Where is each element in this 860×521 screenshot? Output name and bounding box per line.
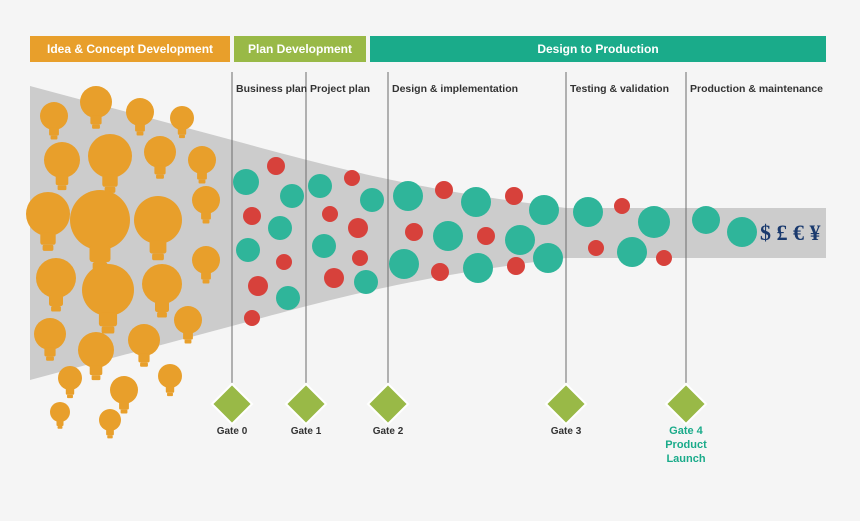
funnel-dot bbox=[617, 237, 647, 267]
phase-header-label-0: Idea & Concept Development bbox=[47, 42, 213, 56]
funnel-dot bbox=[324, 268, 344, 288]
funnel-dot bbox=[267, 157, 285, 175]
gate-diamond-1 bbox=[286, 384, 326, 424]
funnel-dot bbox=[433, 221, 463, 251]
funnel-dot bbox=[308, 174, 332, 198]
subphase-label-2: Design & implementation bbox=[392, 83, 518, 95]
gate-diamond-0 bbox=[212, 384, 252, 424]
lightbulb-icon bbox=[78, 332, 114, 380]
gate-label-3: Gate 3 bbox=[551, 426, 582, 437]
funnel-dot bbox=[322, 206, 338, 222]
funnel-dot bbox=[477, 227, 495, 245]
funnel-dot bbox=[727, 217, 757, 247]
funnel-diagram: Idea & Concept Development Plan Developme… bbox=[0, 0, 860, 521]
subphase-label-4: Production & maintenance bbox=[690, 83, 823, 95]
lightbulb-icon bbox=[128, 324, 160, 367]
funnel-dot bbox=[614, 198, 630, 214]
gate-label-1: Gate 1 bbox=[291, 426, 322, 437]
funnel-dot bbox=[280, 184, 304, 208]
funnel-dot bbox=[276, 286, 300, 310]
gate-label-2: Gate 2 bbox=[373, 426, 404, 437]
gate-diamond-4 bbox=[666, 384, 706, 424]
funnel-dot bbox=[692, 206, 720, 234]
lightbulb-icon bbox=[110, 376, 138, 413]
phase-header-label-2: Design to Production bbox=[537, 42, 658, 56]
funnel-dot bbox=[344, 170, 360, 186]
funnel-dot bbox=[348, 218, 368, 238]
funnel-dot bbox=[393, 181, 423, 211]
funnel-dot bbox=[588, 240, 604, 256]
lightbulb-icon bbox=[50, 402, 70, 429]
gate-label-4: Gate 4 bbox=[669, 425, 704, 437]
subphase-label-0: Business plan bbox=[236, 83, 307, 95]
funnel-dot bbox=[573, 197, 603, 227]
phase-header-label-1: Plan Development bbox=[248, 42, 352, 56]
funnel-dot bbox=[435, 181, 453, 199]
gate-diamond-3 bbox=[546, 384, 586, 424]
gate-label-0: Gate 0 bbox=[217, 426, 248, 437]
funnel-dot bbox=[405, 223, 423, 241]
lightbulb-icon bbox=[99, 409, 121, 438]
funnel-dot bbox=[243, 207, 261, 225]
lightbulb-icon bbox=[158, 364, 182, 396]
funnel-dot bbox=[463, 253, 493, 283]
gate-diamond-2 bbox=[368, 384, 408, 424]
funnel-dot bbox=[389, 249, 419, 279]
funnel-dot bbox=[276, 254, 292, 270]
product-launch-label: Product bbox=[665, 439, 707, 451]
funnel-dot bbox=[236, 238, 260, 262]
funnel-dot bbox=[638, 206, 670, 238]
currency-symbols: $ £ € ¥ bbox=[760, 220, 821, 245]
funnel-dot bbox=[352, 250, 368, 266]
funnel-dot bbox=[529, 195, 559, 225]
funnel-dot bbox=[461, 187, 491, 217]
subphase-label-3: Testing & validation bbox=[570, 83, 669, 95]
funnel-dot bbox=[505, 187, 523, 205]
funnel-dot bbox=[233, 169, 259, 195]
subphase-label-1: Project plan bbox=[310, 83, 370, 95]
funnel-dot bbox=[312, 234, 336, 258]
funnel-dot bbox=[354, 270, 378, 294]
funnel-dot bbox=[248, 276, 268, 296]
funnel-dot bbox=[360, 188, 384, 212]
funnel-dot bbox=[507, 257, 525, 275]
funnel-dot bbox=[431, 263, 449, 281]
funnel-dot bbox=[533, 243, 563, 273]
funnel-dot bbox=[268, 216, 292, 240]
lightbulb-icon bbox=[58, 366, 82, 398]
diagram-svg: Idea & Concept Development Plan Developme… bbox=[0, 0, 860, 521]
funnel-dot bbox=[244, 310, 260, 326]
product-launch-label: Launch bbox=[666, 453, 705, 465]
funnel-dot bbox=[656, 250, 672, 266]
funnel-dot bbox=[505, 225, 535, 255]
